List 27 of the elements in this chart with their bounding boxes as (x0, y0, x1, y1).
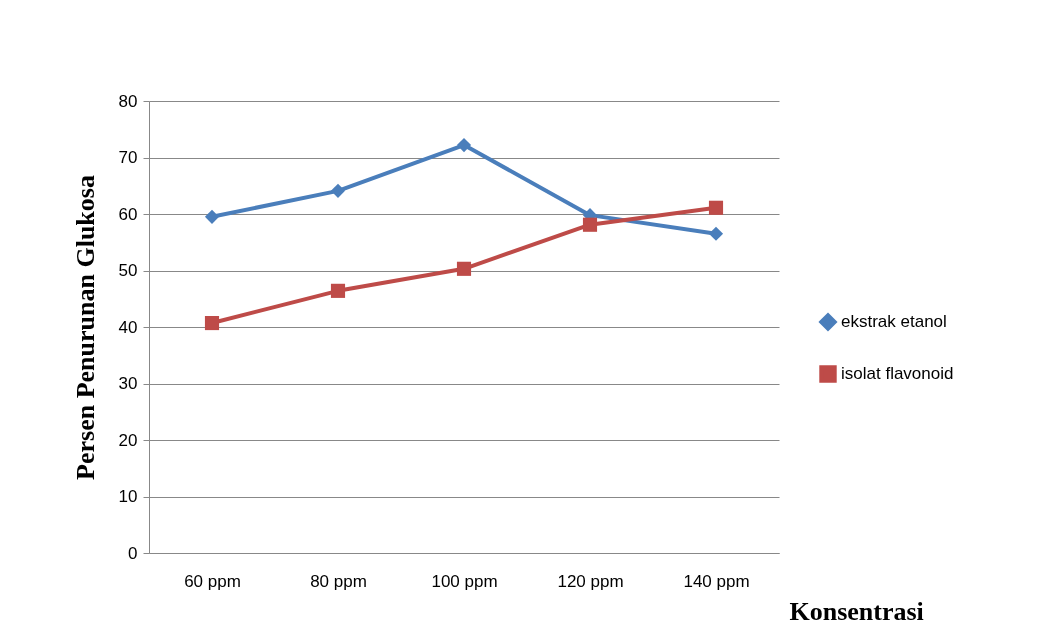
point (204, 209, 220, 224)
y-tick-label: 70 (118, 148, 138, 167)
y-tick-label: 30 (118, 374, 138, 393)
point (582, 217, 598, 232)
legend-label: ekstrak etanol (841, 312, 947, 331)
point (204, 315, 220, 331)
legend-label: isolat flavonoid (841, 364, 954, 383)
y-tick-label: 0 (128, 543, 138, 563)
point (456, 261, 472, 276)
y-tick-label: 50 (118, 261, 138, 280)
x-tick-label: 120 ppm (557, 571, 624, 591)
point (330, 283, 346, 298)
point (330, 183, 346, 198)
y-tick-label: 20 (118, 430, 138, 450)
x-axis-title: Konsentrasi (789, 596, 924, 626)
x-tick-label: 60 ppm (184, 571, 241, 591)
y-axis-title: Persen Penurunan Glukosa (70, 175, 100, 480)
y-tick-label: 40 (118, 317, 138, 337)
y-tick-label: 60 (118, 204, 138, 224)
point (708, 226, 724, 241)
y-tick-label: 10 (118, 487, 138, 506)
point (708, 200, 724, 215)
x-tick-label: 140 ppm (683, 571, 750, 591)
x-tick-label: 80 ppm (310, 571, 367, 591)
point (456, 138, 472, 153)
x-tick-label: 100 ppm (431, 571, 498, 591)
y-tick-label: 80 (118, 91, 138, 111)
